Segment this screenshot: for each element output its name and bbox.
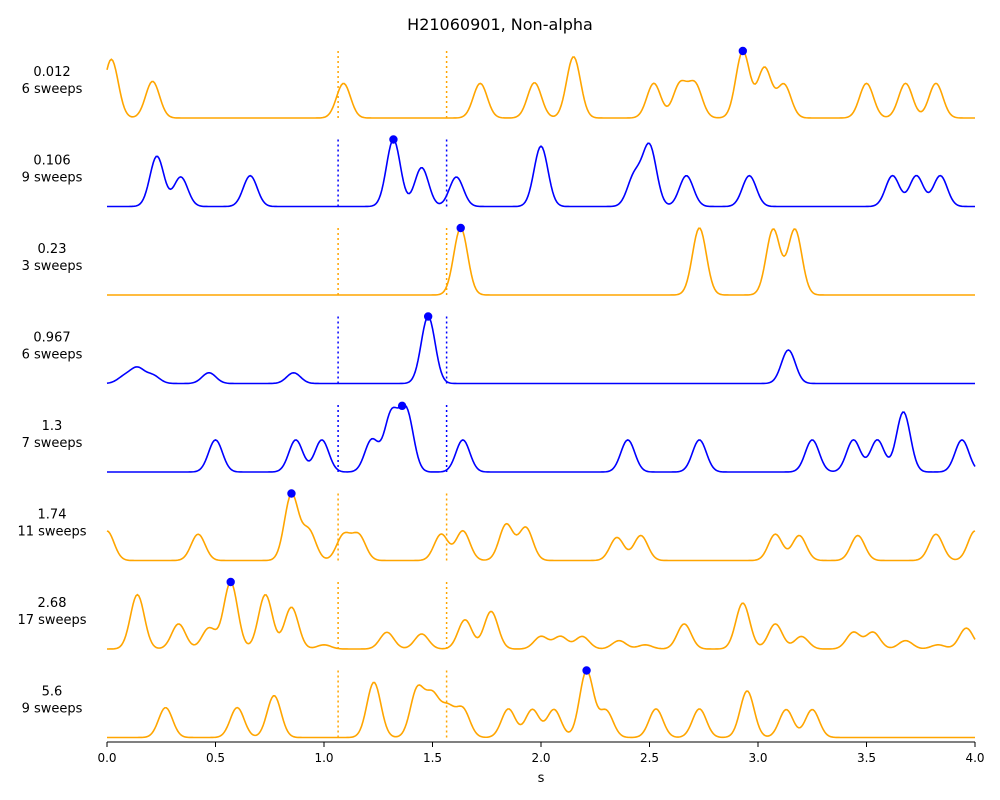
row-5-sweeps-label: 11 sweeps bbox=[17, 525, 86, 540]
row-0-sweeps-label: 6 sweeps bbox=[22, 82, 83, 97]
row-5-value-label: 1.74 bbox=[38, 508, 67, 523]
row-3-peak-marker bbox=[423, 312, 433, 321]
row-2-series-line bbox=[107, 227, 975, 296]
x-tick-label-0: 0.0 bbox=[97, 751, 116, 765]
row-3-sweeps-label: 6 sweeps bbox=[22, 348, 83, 363]
x-tick-label-1: 0.5 bbox=[206, 751, 225, 765]
row-7-sweeps-label: 9 sweeps bbox=[22, 702, 83, 717]
row-3-value-label: 0.967 bbox=[33, 331, 70, 346]
row-6-peak-marker bbox=[226, 577, 235, 587]
chart-title: H21060901, Non-alpha bbox=[407, 15, 593, 34]
row-7-value-label: 5.6 bbox=[42, 685, 63, 700]
row-6-series-line bbox=[106, 581, 976, 650]
x-tick-label-6: 3.0 bbox=[748, 751, 767, 765]
x-tick-label-2: 1.0 bbox=[314, 751, 333, 765]
row-5-series-line bbox=[106, 492, 976, 562]
row-2-peak-marker bbox=[456, 223, 465, 233]
x-tick-label-7: 3.5 bbox=[857, 751, 876, 765]
row-5: 1.74 11 sweeps bbox=[17, 489, 976, 562]
row-2-value-label: 0.23 bbox=[38, 242, 67, 257]
row-2-sweeps-label: 3 sweeps bbox=[22, 259, 83, 274]
row-6-value-label: 2.68 bbox=[38, 596, 67, 611]
row-5-peak-marker bbox=[287, 489, 296, 498]
row-0: 0.012 6 sweeps bbox=[22, 46, 975, 119]
row-3-series-line bbox=[106, 315, 975, 385]
row-1-sweeps-label: 9 sweeps bbox=[22, 171, 83, 186]
row-3: 0.967 6 sweeps bbox=[22, 312, 975, 385]
row-4-value-label: 1.3 bbox=[42, 419, 63, 434]
row-1-value-label: 0.106 bbox=[33, 154, 70, 169]
row-1: 0.106 9 sweeps bbox=[22, 135, 975, 208]
row-0-series-line bbox=[106, 50, 975, 119]
row-4-series-line bbox=[107, 404, 976, 473]
row-7: 5.6 9 sweeps bbox=[22, 666, 975, 739]
row-7-series-line bbox=[107, 669, 975, 739]
row-7-peak-marker bbox=[582, 666, 591, 675]
x-tick-label-4: 2.0 bbox=[531, 751, 550, 765]
row-4-sweeps-label: 7 sweeps bbox=[22, 436, 83, 451]
row-0-peak-marker bbox=[738, 46, 748, 56]
row-6-sweeps-label: 17 sweeps bbox=[17, 613, 86, 628]
x-tick-label-5: 2.5 bbox=[640, 751, 659, 765]
x-axis: 0.0 0.5 1.0 1.5 2.0 2.5 3.0 3.5 4.0 bbox=[97, 741, 985, 765]
row-4: 1.3 7 sweeps bbox=[22, 401, 976, 473]
x-tick-label-8: 4.0 bbox=[965, 751, 984, 765]
x-tick-label-3: 1.5 bbox=[423, 751, 442, 765]
row-2: 0.23 3 sweeps bbox=[22, 223, 975, 296]
row-1-series-line bbox=[107, 138, 975, 208]
row-6: 2.68 17 sweeps bbox=[17, 577, 976, 650]
row-0-value-label: 0.012 bbox=[33, 65, 70, 80]
x-axis-label: s bbox=[538, 771, 545, 786]
row-1-peak-marker bbox=[389, 135, 398, 144]
row-4-peak-marker bbox=[397, 401, 407, 411]
